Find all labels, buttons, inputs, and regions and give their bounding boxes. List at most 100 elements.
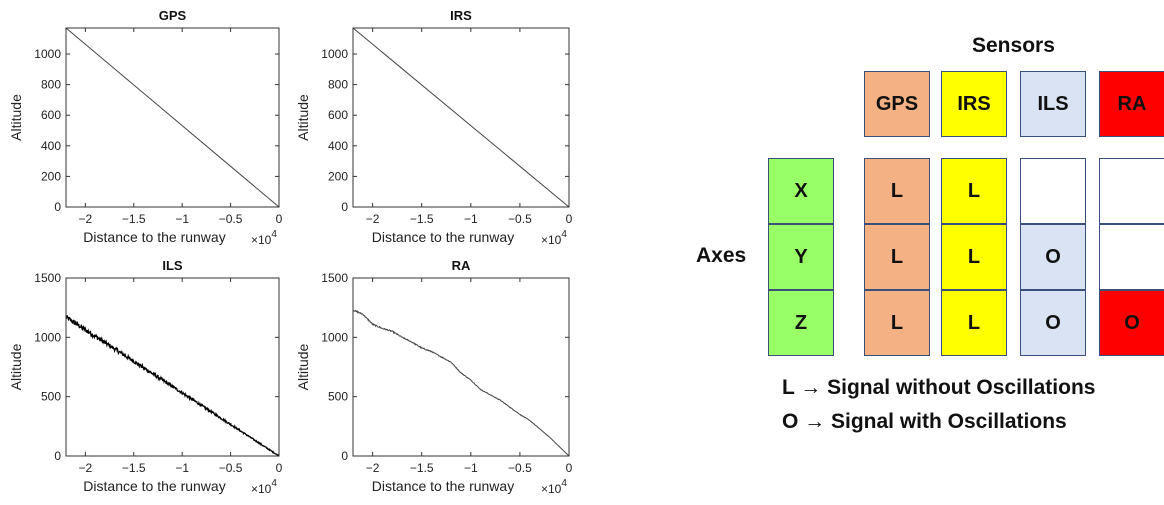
x-tick-label: −1.5 xyxy=(122,212,146,226)
plot-frame xyxy=(65,27,280,208)
y-tick-label: 0 xyxy=(341,449,348,463)
x-axis-label: Distance to the runway xyxy=(83,229,225,245)
cell-x-ra xyxy=(1099,158,1164,224)
y-tick-label: 600 xyxy=(41,108,61,122)
x-axis-label: Distance to the runway xyxy=(372,478,514,494)
series-line-0 xyxy=(65,27,280,208)
x-tick-label: −1 xyxy=(175,461,189,475)
x-axis-exponent: 4 xyxy=(271,229,277,240)
cell-x-gps: L xyxy=(864,158,930,224)
axis-box-y: Y xyxy=(768,224,834,290)
y-tick-label: 800 xyxy=(41,78,61,92)
y-tick-label: 200 xyxy=(41,169,61,183)
chart-ra: RA −2 −1.5 −1 −0.5 0 0 500 1000 1500 Distance to t… xyxy=(295,258,573,496)
x-tick-label: 0 xyxy=(276,461,283,475)
x-tick-label: −1 xyxy=(175,212,189,226)
plot-frame xyxy=(352,27,570,208)
cell-y-irs: L xyxy=(941,224,1007,290)
x-axis-exponent: 4 xyxy=(561,229,567,240)
axis-label-x: X xyxy=(794,179,808,202)
y-tick-label: 1000 xyxy=(34,330,61,344)
x-tick-label: 0 xyxy=(276,212,283,226)
x-tick-label: −1 xyxy=(464,212,478,226)
cell-x-irs: L xyxy=(941,158,1007,224)
cell-y-ils: O xyxy=(1020,224,1086,290)
y-tick-label: 800 xyxy=(328,78,348,92)
cell-x-ils xyxy=(1020,158,1086,224)
y-tick-label: 0 xyxy=(341,200,348,214)
sensor-box-gps: GPS xyxy=(864,71,930,137)
y-tick-label: 600 xyxy=(328,108,348,122)
y-tick-label: 1000 xyxy=(321,47,348,61)
axes-header: Axes xyxy=(696,244,747,267)
x-tick-label: −1.5 xyxy=(122,461,146,475)
x-tick-label: 0 xyxy=(566,461,573,475)
chart-gps: GPS −2 −1.5 −1 −0.5 0 0 200 400 600 800 1000 Distanc… xyxy=(8,8,283,247)
y-axis-label: Altitude xyxy=(295,94,311,141)
x-axis-exponent: 4 xyxy=(271,478,277,489)
x-tick-label: 0 xyxy=(566,212,573,226)
series-line-0 xyxy=(65,315,280,457)
sensor-label-irs: IRS xyxy=(957,92,991,115)
cell-z-ra: O xyxy=(1099,290,1164,356)
y-tick-label: 500 xyxy=(328,390,348,404)
cell-z-ils: O xyxy=(1020,290,1086,356)
y-axis-label: Altitude xyxy=(8,343,24,390)
legend-line-o: O → Signal with Oscillations xyxy=(782,410,1067,433)
series-line-0 xyxy=(352,27,570,208)
sensor-label-ra: RA xyxy=(1117,92,1147,115)
y-tick-label: 0 xyxy=(54,200,61,214)
chart-title: ILS xyxy=(162,258,183,273)
series-line-0 xyxy=(352,309,570,457)
y-tick-label: 1000 xyxy=(34,47,61,61)
y-axis-label: Altitude xyxy=(8,94,24,141)
y-tick-label: 1000 xyxy=(321,330,348,344)
chart-ils: ILS −2 −1.5 −1 −0.5 0 0 500 1000 1500 Distance to … xyxy=(8,258,283,496)
x-tick-label: −0.5 xyxy=(219,461,243,475)
x-tick-label: −2 xyxy=(79,461,93,475)
cell-y-gps: L xyxy=(864,224,930,290)
x-axis-multiplier: ×104 xyxy=(251,478,277,496)
x-axis-multiplier: ×104 xyxy=(541,478,567,496)
x-axis-label: Distance to the runway xyxy=(372,229,514,245)
sensors-header: Sensors xyxy=(972,34,1055,57)
axis-box-x: X xyxy=(768,158,834,224)
x-tick-label: −0.5 xyxy=(508,212,532,226)
x-axis-multiplier: ×104 xyxy=(251,229,277,247)
sensor-label-ils: ILS xyxy=(1037,92,1069,115)
sensor-label-gps: GPS xyxy=(875,92,919,115)
x-tick-label: −0.5 xyxy=(508,461,532,475)
cell-z-irs: L xyxy=(941,290,1007,356)
chart-title: RA xyxy=(452,258,471,273)
sensor-box-ils: ILS xyxy=(1020,71,1086,137)
x-tick-label: −2 xyxy=(79,212,93,226)
x-axis-exponent: 4 xyxy=(561,478,567,489)
y-tick-label: 1500 xyxy=(34,271,61,285)
x-tick-label: −2 xyxy=(366,212,380,226)
y-tick-label: 400 xyxy=(328,139,348,153)
chart-title: IRS xyxy=(450,8,472,23)
y-tick-label: 200 xyxy=(328,169,348,183)
plot-frame xyxy=(65,277,280,457)
sensor-box-irs: IRS xyxy=(941,71,1007,137)
y-tick-label: 1500 xyxy=(321,271,348,285)
axis-box-z: Z xyxy=(768,290,834,356)
chart-irs: IRS −2 −1.5 −1 −0.5 0 0 200 400 600 800 1000 Distanc… xyxy=(295,8,573,247)
cell-z-gps: L xyxy=(864,290,930,356)
sensor-axes-panel: Sensors Axes GPS IRS ILS RA X Y Z L L L … xyxy=(690,30,1164,470)
x-tick-label: −1.5 xyxy=(410,461,434,475)
sensor-box-ra: RA xyxy=(1099,71,1164,137)
x-tick-label: −0.5 xyxy=(219,212,243,226)
altitude-plots: GPS−2 −1.5 −1 −0.5 002004006008001000Distanc… xyxy=(8,8,573,496)
y-tick-label: 500 xyxy=(41,390,61,404)
legend-line-l: L → Signal without Oscillations xyxy=(782,376,1096,399)
y-axis-label: Altitude xyxy=(295,343,311,390)
x-tick-label: −2 xyxy=(366,461,380,475)
chart-title: GPS xyxy=(159,8,187,23)
plot-frame xyxy=(352,277,570,457)
x-axis-multiplier: ×104 xyxy=(541,229,567,247)
y-tick-label: 0 xyxy=(54,449,61,463)
axis-label-z: Z xyxy=(794,311,808,334)
x-tick-label: −1.5 xyxy=(410,212,434,226)
y-tick-label: 400 xyxy=(41,139,61,153)
